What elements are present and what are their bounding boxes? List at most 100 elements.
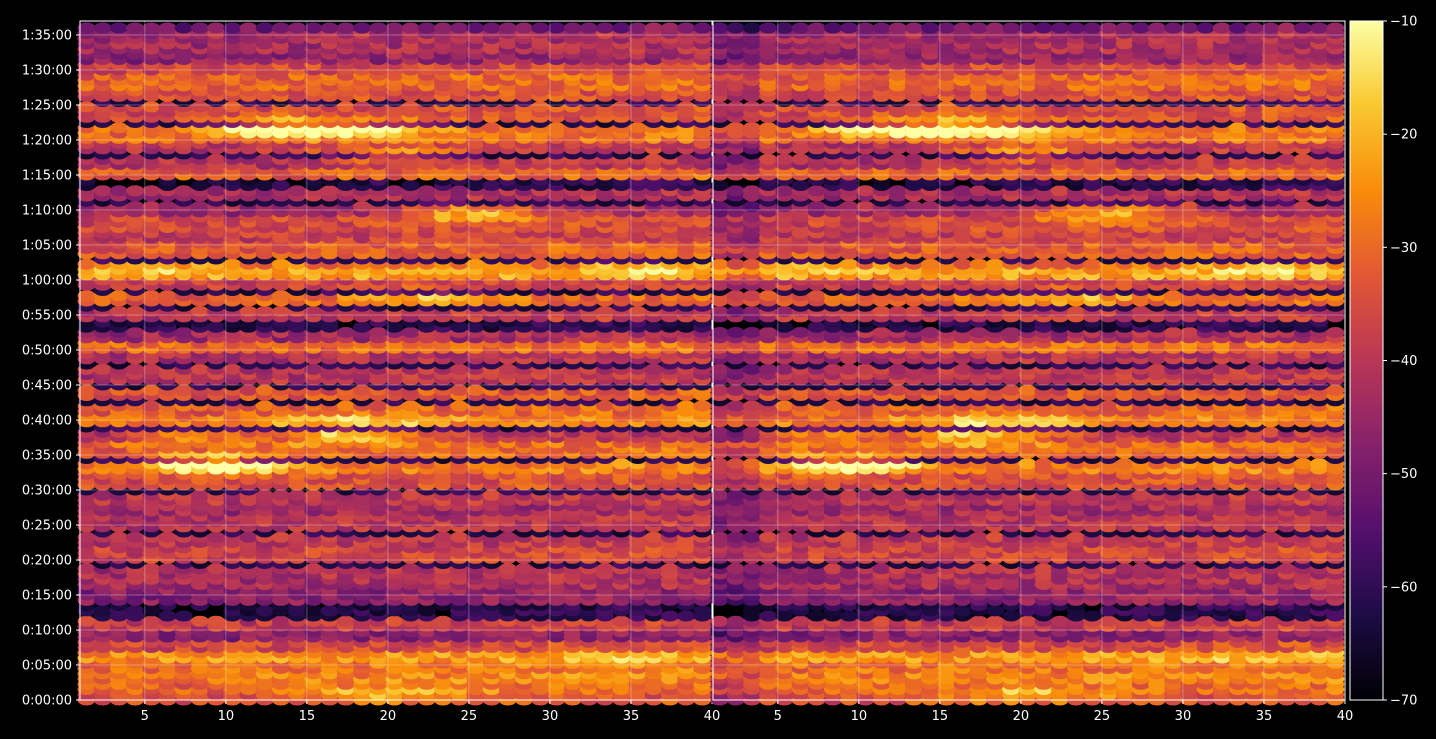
heat-cell	[385, 615, 404, 627]
heat-cell	[677, 610, 696, 622]
heat-cell	[693, 605, 712, 617]
heat-cell	[612, 22, 631, 34]
heat-cell	[693, 22, 712, 34]
heat-cell	[174, 185, 193, 197]
heat-cell	[450, 384, 469, 396]
heat-cell	[353, 101, 371, 113]
heat-cell	[677, 400, 696, 412]
heat-cell	[288, 185, 307, 197]
x-tick-label: 25	[461, 709, 478, 724]
heat-cell	[158, 101, 177, 113]
heat-cell	[531, 258, 550, 270]
heat-cell	[644, 321, 663, 333]
heat-cell	[207, 185, 226, 197]
x-tick-label: 40	[704, 709, 721, 724]
heat-cell	[401, 563, 420, 575]
heat-cell	[320, 185, 339, 197]
heat-cell	[190, 180, 209, 191]
heat-cell	[126, 531, 145, 543]
heat-cell	[207, 321, 226, 333]
heat-cell	[207, 153, 226, 165]
heat-cell	[644, 531, 663, 543]
heat-cell	[158, 610, 177, 622]
heat-cell	[644, 22, 663, 34]
heat-cell	[482, 180, 501, 191]
heat-cell	[77, 615, 96, 627]
heat-cell	[109, 22, 128, 34]
heat-cell	[612, 458, 631, 470]
x-tick-label: 5	[141, 709, 149, 724]
heat-cell	[563, 22, 582, 34]
heat-cell	[336, 400, 355, 412]
heat-cell	[515, 563, 533, 575]
heat-cell	[450, 400, 469, 412]
heat-cell	[531, 101, 550, 113]
right-heatmap-panel: 5 10 15 20 25 30 35 40	[710, 20, 1353, 724]
heat-cell	[109, 122, 128, 134]
heat-cell	[612, 101, 631, 113]
heat-cell	[401, 22, 420, 34]
heat-cell	[142, 615, 161, 627]
heat-cell	[353, 384, 371, 396]
heat-cell	[190, 615, 209, 627]
heat-cell	[450, 185, 469, 197]
heat-cell	[255, 180, 274, 191]
heat-cell	[207, 563, 226, 575]
heat-cell	[677, 101, 696, 113]
heat-cell	[93, 22, 112, 34]
heat-cell	[498, 563, 517, 575]
heat-cell	[109, 290, 128, 302]
heat-cell	[498, 22, 517, 34]
heat-cell	[336, 327, 355, 338]
heat-cell	[255, 605, 274, 617]
heat-cell	[158, 563, 177, 575]
heat-cell	[271, 531, 290, 543]
heat-cell	[158, 22, 177, 34]
heat-cell	[660, 563, 679, 575]
heat-cell	[207, 615, 226, 627]
x-tick-label: 15	[299, 709, 316, 724]
heat-cell	[336, 180, 355, 191]
heat-cell	[320, 605, 339, 617]
heat-cell	[401, 101, 420, 113]
heat-cell	[482, 22, 501, 34]
heat-cell	[693, 400, 712, 412]
heat-cell	[677, 153, 696, 165]
heat-cell	[401, 489, 420, 501]
heat-cell	[126, 22, 145, 34]
heat-cell	[126, 605, 145, 617]
heat-cell	[401, 180, 420, 191]
heat-cell	[239, 22, 258, 34]
heat-cell	[174, 384, 193, 396]
heat-cell	[482, 489, 501, 501]
heat-cell	[271, 615, 290, 627]
x-tick-label: 20	[380, 709, 397, 724]
heat-cell	[255, 489, 274, 501]
heat-cell	[450, 531, 469, 543]
heat-cell	[174, 610, 193, 622]
heat-cell	[336, 101, 355, 113]
heat-cell	[515, 22, 533, 34]
heat-cell	[401, 400, 420, 412]
heat-cell	[644, 153, 663, 165]
heat-cell	[93, 185, 112, 197]
heat-cell	[190, 22, 209, 34]
heat-cell	[255, 22, 274, 34]
heat-cell	[255, 384, 274, 396]
heat-cell	[450, 321, 469, 333]
heat-cell	[126, 185, 145, 197]
heat-cell	[417, 185, 436, 197]
x-tick-label: 35	[623, 709, 640, 724]
heat-cell	[660, 610, 679, 622]
heat-cell	[596, 563, 614, 575]
heat-cell	[174, 327, 193, 338]
heat-cell	[336, 615, 355, 627]
x-tick-label: 30	[542, 709, 559, 724]
heat-cell	[271, 258, 290, 270]
heat-cell	[369, 22, 388, 34]
heat-cell	[353, 22, 371, 34]
heat-cell	[288, 22, 307, 34]
heat-cell	[271, 180, 290, 191]
panel-0-cells	[77, 22, 712, 706]
heat-cell	[190, 363, 209, 375]
